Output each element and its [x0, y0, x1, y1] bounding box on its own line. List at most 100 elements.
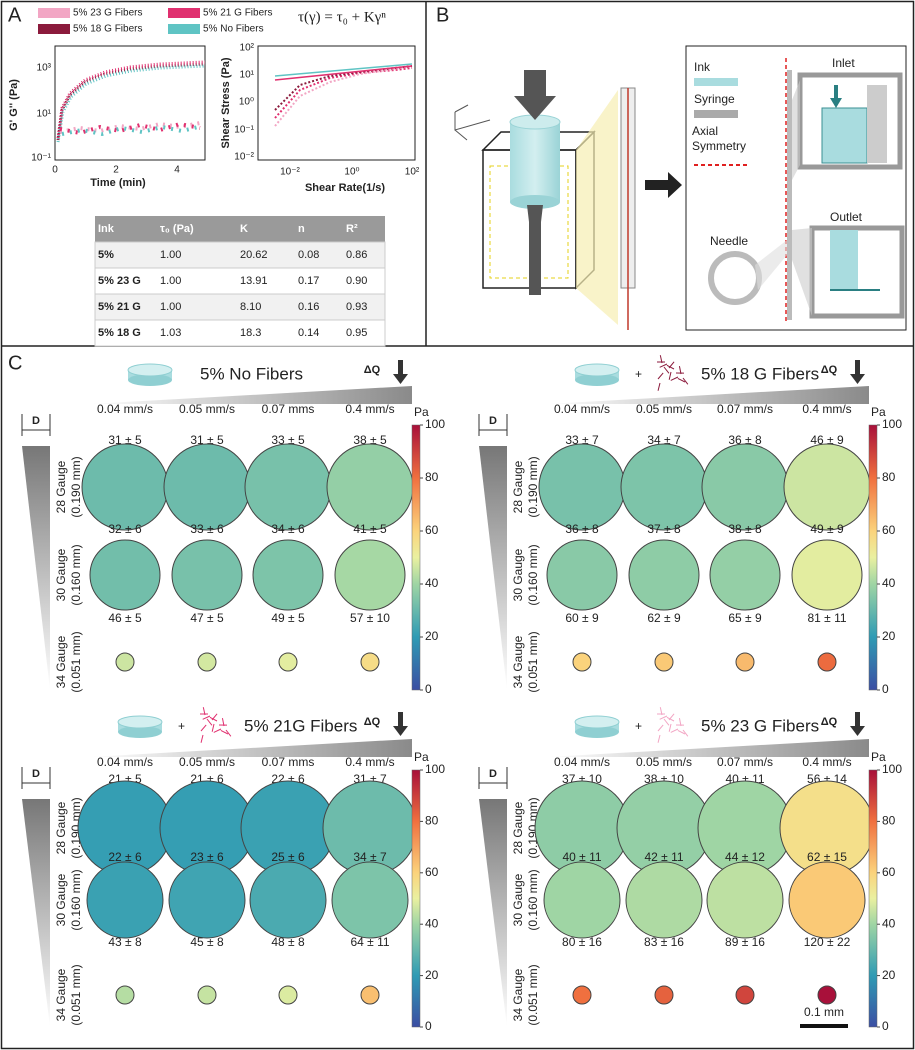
stress-label: 49 ± 9	[810, 522, 844, 536]
colorbar-tick-label: 100	[425, 417, 445, 431]
table-cell: 1.03	[160, 327, 181, 339]
flow-label: ΔQ	[364, 716, 381, 728]
colorbar	[411, 424, 421, 691]
stress-map	[326, 443, 414, 531]
ink-icon	[117, 715, 163, 729]
panel-title: 5% 18 G Fibers	[701, 364, 819, 383]
stress-maps: 5% No Fibers ΔQ D 0.04 mm/s 0.05 mm/s 0.07 mm…	[21, 355, 902, 1033]
gauge-diameter: (0.160 mm)	[526, 869, 540, 930]
table-row-bg	[94, 319, 386, 347]
stress-label: 49 ± 5	[271, 611, 305, 625]
x-tick-label: 10⁻²	[280, 167, 300, 178]
stress-map-panel: +5% 21G Fibers ΔQ D 0.04 mm/s 0.05 mm/s 0.07 …	[21, 707, 445, 1033]
speed-label: 0.4 mm/s	[345, 402, 394, 416]
gauge-diameter: (0.160 mm)	[69, 544, 83, 605]
colorbar-tick-label: 20	[882, 629, 896, 643]
table-header: τ₀ (Pa)	[160, 223, 194, 235]
stress-label: 33 ± 6	[190, 522, 224, 536]
stress-label: 46 ± 5	[108, 611, 142, 625]
y-tick-label: 10⁰	[239, 97, 254, 108]
panel-title: 5% 23 G Fibers	[701, 716, 819, 735]
stress-map	[701, 443, 789, 531]
flow-wedge	[547, 739, 869, 757]
fiber-icon	[657, 734, 661, 743]
legend-entry: 5% 18 G Fibers	[73, 24, 142, 35]
x-tick-label: 10⁰	[344, 167, 359, 178]
y-tick-label: 10¹	[37, 109, 52, 120]
stress-label: 22 ± 6	[108, 850, 142, 864]
scale-bar-label: 0.1 mm	[804, 1005, 844, 1019]
speed-label: 0.4 mm/s	[802, 402, 851, 416]
stress-label: 38 ± 8	[728, 522, 762, 536]
table-cell: 8.10	[240, 301, 261, 313]
colorbar-unit: Pa	[871, 405, 886, 419]
stress-map	[171, 539, 243, 611]
speed-label: 0.4 mm/s	[802, 755, 851, 769]
colorbar-tick-label: 60	[425, 865, 439, 879]
panel-title: 5% 21G Fibers	[244, 716, 357, 735]
table-header: K	[240, 223, 248, 235]
table-cell: 0.93	[346, 301, 367, 313]
stress-label: 33 ± 7	[565, 433, 599, 447]
stress-label: 44 ± 12	[725, 850, 765, 864]
gauge-diameter: (0.051 mm)	[526, 631, 540, 692]
stress-map	[543, 861, 621, 939]
table-row-bg	[94, 267, 386, 295]
table-cell: 20.62	[240, 249, 268, 261]
fiber-icon	[202, 707, 206, 716]
plus-sign: +	[635, 367, 642, 381]
table-cell: 18.3	[240, 327, 261, 339]
table-header: n	[298, 223, 305, 235]
x-tick-label: 10²	[405, 167, 420, 178]
fiber-icon	[668, 371, 672, 380]
flow-label: ΔQ	[821, 716, 838, 728]
down-arrow	[393, 360, 408, 384]
stress-map	[278, 652, 298, 672]
stress-map	[163, 443, 251, 531]
speed-label: 0.4 mm/s	[345, 755, 394, 769]
colorbar-unit: Pa	[414, 750, 429, 764]
colorbar-unit: Pa	[871, 750, 886, 764]
speed-label: 0.05 mm/s	[636, 755, 692, 769]
stress-label: 42 ± 11	[644, 850, 683, 864]
colorbar-tick-label: 80	[882, 470, 896, 484]
stress-map	[252, 539, 324, 611]
fiber-icon	[666, 364, 675, 370]
equation: τ(γ) = τ₀ + Kγⁿ	[298, 9, 386, 25]
stress-label: 57 ± 10	[350, 611, 390, 625]
stress-label: 47 ± 5	[190, 611, 224, 625]
ink-icon	[574, 715, 620, 729]
colorbar-tick-label: 60	[882, 865, 896, 879]
speed-label: 0.07 mm/s	[717, 755, 773, 769]
stress-map-panel: +5% 18 G Fibers ΔQ D 0.04 mm/s 0.05 mm/s 0.07…	[478, 355, 902, 696]
fiber-icon	[659, 363, 668, 368]
gauge-label: 34 Gauge	[511, 635, 525, 688]
stress-label: 46 ± 9	[810, 433, 844, 447]
stress-map-panel: 5% No Fibers ΔQ D 0.04 mm/s 0.05 mm/s 0.07 mm…	[21, 360, 445, 696]
x-tick-label: 4	[174, 165, 180, 176]
stress-label: 89 ± 16	[725, 935, 765, 949]
stress-label: 32 ± 6	[108, 522, 142, 536]
legend: 5% 23 G Fibers 5% 21 G Fibers 5% 18 G Fi…	[38, 8, 272, 35]
flow-label: ΔQ	[364, 364, 381, 376]
stress-map	[334, 539, 406, 611]
d-label: D	[489, 768, 497, 780]
stress-map	[817, 985, 837, 1005]
gauge-diameter: (0.160 mm)	[526, 544, 540, 605]
stress-map	[278, 985, 298, 1005]
speed-label: 0.07 mm/s	[717, 402, 773, 416]
fiber-icon	[657, 372, 664, 380]
stress-map	[783, 443, 871, 531]
colorbar-tick-label: 80	[425, 470, 439, 484]
down-arrow	[850, 712, 865, 736]
fiber-icon	[668, 723, 672, 732]
stress-map	[620, 443, 708, 531]
stress-map	[625, 861, 703, 939]
table-cell: 5%	[98, 249, 114, 261]
gauge-wedge	[22, 799, 50, 1027]
gauge-label: 28 Gauge	[511, 460, 525, 513]
stress-label: 48 ± 8	[271, 935, 305, 949]
modulus-plot: 10³ 10¹ 10⁻¹ 0 2 4 Time (min) G' G'' (Pa…	[8, 45, 206, 189]
fiber-icon	[666, 716, 675, 722]
stress-label: 41 ± 5	[353, 522, 387, 536]
